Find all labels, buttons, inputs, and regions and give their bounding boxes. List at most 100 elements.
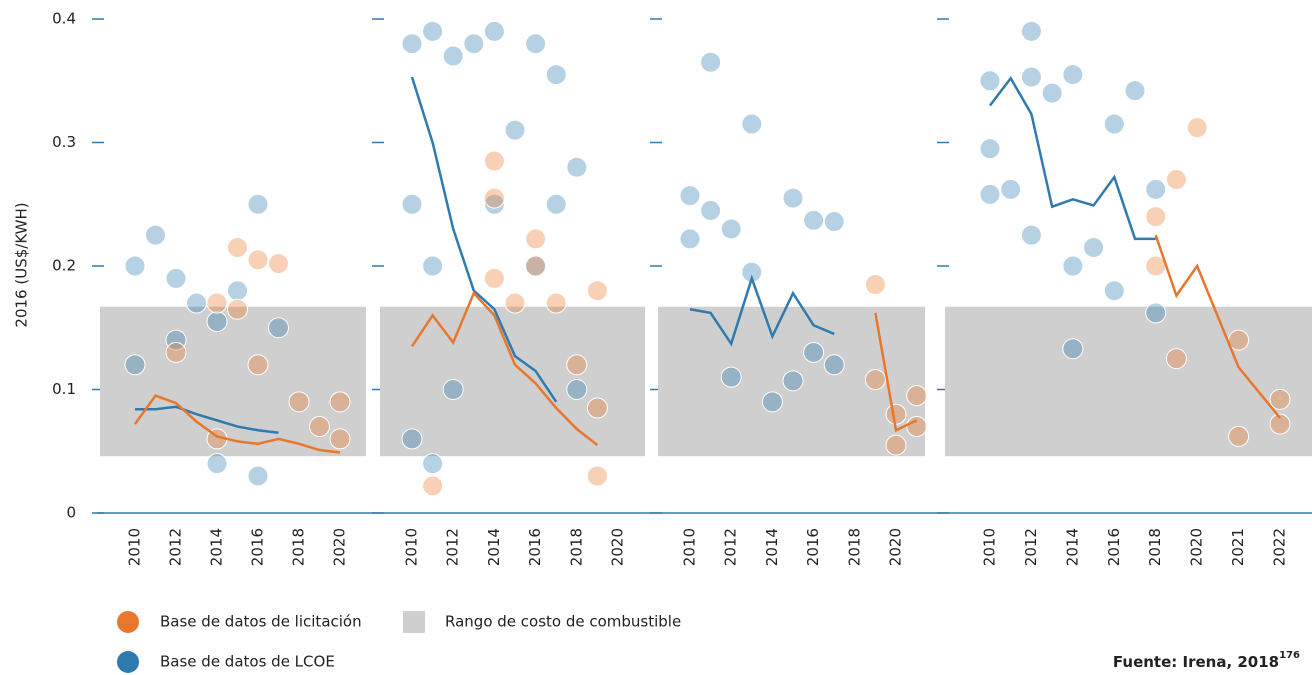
scatter-point [124,255,146,277]
x-tick-label: 2014 [1063,528,1081,566]
x-tick-label: 2018 [567,528,585,566]
scatter-point [145,224,166,246]
scatter-point [1124,80,1146,102]
trend-line [989,76,1156,241]
x-tick-label: 2020 [331,528,349,566]
x-tick-label: 2016 [249,528,267,566]
scatter-point [1000,178,1022,200]
scatter-point [823,354,845,376]
scatter-point [227,280,248,302]
scatter-point [401,33,423,55]
scatter-point [864,274,886,296]
scatter-point [1083,236,1105,258]
x-tick-label: 2010 [981,528,999,566]
scatter-point [268,317,289,339]
legend-swatch [403,611,425,633]
scatter-point [1062,64,1084,86]
trend-line [1154,234,1281,419]
scatter-point [566,354,588,376]
y-tick-label: 0 [66,504,76,522]
scatter-point [1145,302,1167,324]
scatter-point [401,428,423,450]
x-tick-label: 2020 [1188,528,1206,566]
source: Fuente: Irena, 2018176 [1113,650,1300,671]
scatter-point [906,385,928,407]
scatter-point [586,465,608,487]
scatter-point [483,150,505,172]
x-tick-label: 2012 [167,528,185,566]
scatter-point [422,453,444,475]
scatter-point [483,187,505,209]
scatter-point [545,193,567,215]
scatter-point [979,138,1001,160]
scatter-point [247,249,269,271]
y-tick-label: 0.2 [52,257,76,275]
x-tick-label: 2016 [526,528,544,566]
x-tick-label: 2016 [1105,528,1123,566]
scatter-point [483,267,505,289]
scatter-point [206,292,228,314]
legend-label: Base de datos de licitación [160,613,362,631]
source-ref: 176 [1279,650,1300,661]
scatter-point [422,20,444,42]
scatter-point [566,156,588,178]
fuel-cost-range [380,306,645,457]
x-tick-label: 2020 [887,528,905,566]
scatter-point [586,280,608,302]
scatter-point [979,183,1001,205]
y-axis-label: 2016 (US$/KWH) [13,202,31,327]
scatter-point [1228,425,1250,447]
x-tick-label: 2020 [609,528,627,566]
scatter-point [761,391,783,413]
legend-label: Base de datos de LCOE [160,653,335,671]
scatter-point [422,475,444,497]
scatter-point [247,354,269,376]
y-tick-label: 0.1 [52,380,76,398]
scatter-point [1269,413,1291,435]
scatter-point [1062,255,1084,277]
scatter-point [782,370,804,392]
scatter-point [329,391,351,413]
scatter-point [803,209,825,231]
y-tick-label: 0.3 [52,133,76,151]
scatter-point [309,416,330,438]
x-tick-label: 2018 [290,528,308,566]
scatter-point [1145,178,1167,200]
scatter-point [1186,117,1208,139]
scatter-point [1020,224,1042,246]
x-tick-label: 2012 [444,528,462,566]
scatter-point [186,292,207,314]
scatter-point [525,33,547,55]
trend-line [874,312,918,433]
scatter-point [227,298,248,320]
scatter-point [1041,82,1063,104]
x-tick-label: 2014 [763,528,781,566]
scatter-point [483,20,505,42]
fuel-cost-range [945,306,1312,457]
x-tick-label: 2021 [1229,528,1247,566]
scatter-point [206,311,228,333]
x-tick-label: 2010 [403,528,421,566]
trend-line [133,394,341,454]
scatter-point [483,193,505,215]
scatter-point [1165,348,1187,370]
scatter-point [741,113,763,135]
scatter-point [1020,66,1042,88]
trend-line [689,274,835,347]
trend-line [410,290,599,447]
legend-swatch [117,611,139,633]
scatter-point [227,236,248,258]
scatter-point [1062,338,1084,360]
scatter-point [442,45,464,67]
scatter-point [329,428,351,450]
scatter-point [906,416,928,438]
x-tick-label: 2012 [722,528,740,566]
scatter-point [1269,388,1291,410]
scatter-point [247,465,269,487]
scatter-point [720,218,742,240]
scatter-point [1020,20,1042,42]
scatter-point [679,185,701,207]
scatter-point [700,51,722,73]
